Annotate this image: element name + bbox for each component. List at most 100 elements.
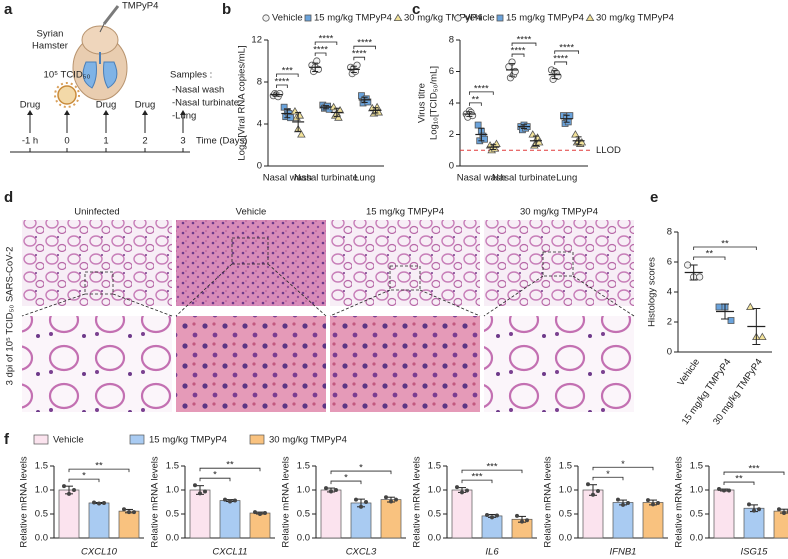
- significance-label: ****: [553, 53, 568, 64]
- significance-bracket: [330, 470, 392, 475]
- significance-bracket: [468, 102, 482, 106]
- significance-bracket: [511, 53, 525, 58]
- bar: [773, 510, 788, 539]
- data-point: [290, 107, 300, 115]
- bar: [451, 489, 473, 539]
- significance-bracket: [330, 480, 362, 485]
- y-tick-label: 2: [449, 129, 454, 140]
- data-point: [67, 491, 71, 496]
- significance-label: ****: [474, 83, 489, 94]
- y-axis-label: Histology scores: [647, 257, 658, 327]
- data-point: [591, 492, 595, 497]
- data-point: [520, 519, 524, 524]
- y-tick-label: 1.0: [35, 485, 48, 496]
- data-point: [460, 490, 464, 495]
- data-point: [585, 13, 595, 21]
- data-point: [297, 130, 306, 138]
- legend-label: 30 mg/kg TMPyP4: [596, 13, 674, 24]
- legend-label: Vehicle: [272, 13, 303, 24]
- data-point: [752, 508, 756, 513]
- data-point: [758, 332, 767, 340]
- data-point: [353, 61, 361, 69]
- bar: [380, 499, 402, 539]
- significance-bracket: [199, 477, 231, 482]
- y-tick-label: 0.0: [35, 533, 48, 544]
- significance-label: ***: [282, 66, 293, 77]
- x-tick-label: Vehicle: [676, 357, 703, 388]
- x-axis-label: IL6: [485, 547, 499, 558]
- y-tick-label: 8: [257, 77, 262, 88]
- data-point: [223, 497, 227, 502]
- data-point: [490, 515, 494, 520]
- panel-label: c: [412, 1, 420, 18]
- species-label: Hamster: [32, 41, 68, 52]
- data-point: [359, 504, 363, 509]
- y-tick-label: 0: [257, 161, 262, 172]
- virus-icon: [54, 82, 80, 108]
- y-tick-label: 8: [667, 227, 672, 238]
- data-point: [389, 499, 393, 504]
- y-tick-label: 0.0: [166, 533, 179, 544]
- data-point: [515, 513, 519, 518]
- significance-bracket: [554, 61, 568, 65]
- sample-item: -Nasal turbinate: [172, 98, 239, 109]
- panel-label: f: [4, 431, 10, 448]
- significance-bracket: [554, 50, 580, 54]
- data-point: [651, 502, 655, 507]
- y-tick-label: 6: [449, 66, 454, 77]
- significance-bracket: [276, 84, 288, 89]
- significance-label: *: [213, 470, 217, 481]
- x-tick-label: Nasal turbinate: [492, 173, 556, 184]
- panel-label: a: [4, 1, 13, 18]
- data-point: [263, 511, 267, 516]
- arrow-head: [64, 110, 70, 115]
- histology-image: [484, 220, 634, 306]
- bar: [582, 489, 604, 539]
- drug-label: Drug: [96, 100, 117, 111]
- data-point: [727, 317, 735, 324]
- significance-bracket: [276, 73, 299, 78]
- histology-image: [22, 220, 172, 306]
- significance-bracket: [592, 476, 624, 481]
- significance-bracket: [314, 41, 338, 45]
- data-point: [455, 485, 459, 490]
- data-point: [782, 511, 786, 516]
- y-tick-label: 0.5: [166, 509, 179, 520]
- data-point: [747, 502, 751, 507]
- significance-bracket: [723, 481, 755, 486]
- y-tick-label: 0.5: [690, 509, 703, 520]
- bar: [642, 502, 664, 539]
- histology-zoom-image: [176, 316, 326, 412]
- data-point: [468, 112, 477, 120]
- legend-label: 30 mg/kg TMPyP4: [269, 435, 347, 446]
- arrow-head: [142, 110, 148, 115]
- data-point: [525, 518, 529, 523]
- data-point: [571, 130, 580, 138]
- bar: [249, 512, 271, 539]
- y-axis-label: Log₁₀[Viral RNA copies/mL]: [237, 45, 248, 160]
- bar: [58, 489, 80, 539]
- significance-label: *: [621, 459, 625, 470]
- y-tick-label: 1.5: [690, 461, 703, 472]
- legend-label: 30 mg/kg TMPyP4: [404, 13, 482, 24]
- y-tick-label: 0.5: [559, 509, 572, 520]
- legend-label: 15 mg/kg TMPyP4: [506, 13, 584, 24]
- data-point: [262, 14, 270, 22]
- data-point: [656, 500, 660, 505]
- significance-label: ****: [517, 35, 532, 46]
- y-tick-label: 0.0: [297, 533, 310, 544]
- significance-bracket: [461, 479, 493, 484]
- significance-label: **: [721, 239, 729, 250]
- legend-swatch: [129, 434, 145, 445]
- y-tick-label: 1.0: [690, 485, 703, 496]
- legend-label: Vehicle: [464, 13, 495, 24]
- data-point: [492, 139, 501, 147]
- significance-bracket: [723, 471, 785, 476]
- significance-label: ***: [486, 462, 497, 473]
- x-tick-label: Nasal turbinate: [294, 173, 358, 184]
- data-point: [228, 499, 232, 504]
- y-axis-label: Relative mRNA levels: [412, 456, 423, 548]
- timeline-label: 1: [103, 136, 108, 147]
- significance-label: ****: [275, 77, 290, 88]
